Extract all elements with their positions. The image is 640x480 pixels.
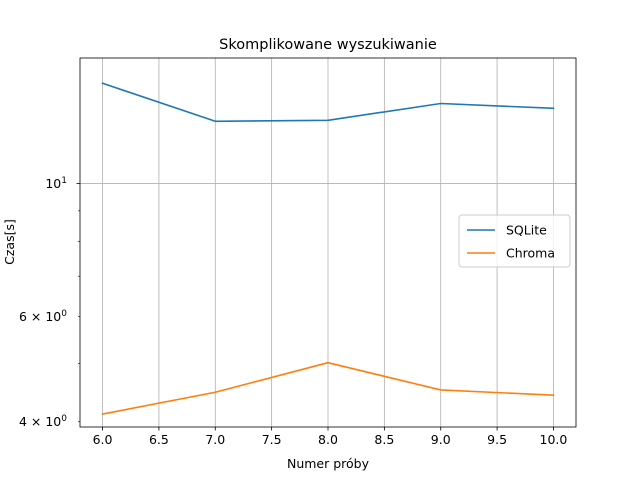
x-tick-label: 8.0: [318, 432, 338, 447]
y-tick-label-base: 10: [45, 176, 61, 191]
x-axis-label: Numer próby: [287, 456, 370, 471]
y-axis-label: Czas[s]: [2, 219, 17, 265]
chart-title: Skomplikowane wyszukiwanie: [219, 37, 437, 53]
series-line-chroma: [101, 361, 555, 415]
x-tick-label: 8.5: [374, 432, 394, 447]
legend-box: [458, 214, 571, 268]
x-tick-label: 6.5: [149, 432, 169, 447]
y-tick-label-exponent: 0: [61, 414, 67, 424]
x-tick-label: 7.5: [262, 432, 282, 447]
legend-label-sqlite: SQLite: [506, 223, 547, 238]
y-tick-label-base: 4 × 10: [19, 414, 61, 429]
x-tick-label: 6.0: [93, 432, 113, 447]
x-tick-label: 9.0: [431, 432, 451, 447]
legend-label-chroma: Chroma: [506, 246, 555, 261]
x-tick-label: 10.0: [540, 432, 568, 447]
legend: SQLite Chroma: [458, 214, 571, 268]
x-tick-label: 7.0: [205, 432, 225, 447]
y-tick-label-exponent: 1: [61, 176, 67, 186]
y-tick-label-base: 6 × 10: [19, 309, 61, 324]
x-tick-label: 9.5: [487, 432, 507, 447]
y-tick-label: 101: [45, 176, 67, 191]
series-group: [101, 82, 555, 415]
y-tick-label-exponent: 0: [61, 309, 67, 319]
y-tick-label: 4 × 100: [19, 414, 67, 429]
y-tick-label: 6 × 100: [19, 309, 67, 324]
series-line-sqlite: [101, 82, 555, 123]
